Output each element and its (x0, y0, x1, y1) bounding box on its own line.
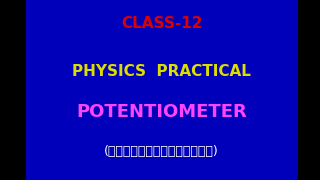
Text: CLASS-12: CLASS-12 (121, 16, 202, 31)
Text: PHYSICS  PRACTICAL: PHYSICS PRACTICAL (72, 64, 251, 80)
Text: (மின்னழுத்தமானி): (மின்னழுத்தமானி) (104, 145, 219, 158)
Text: POTENTIOMETER: POTENTIOMETER (76, 103, 247, 121)
